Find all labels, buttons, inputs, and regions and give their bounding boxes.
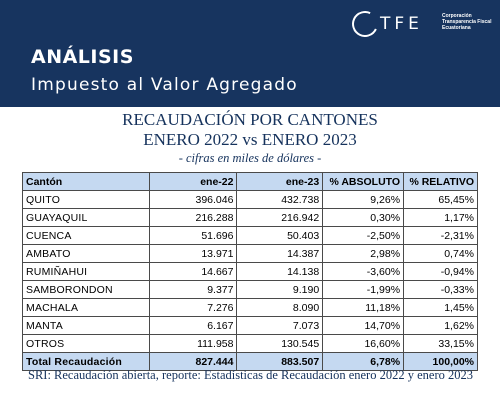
table-cell: 11,18% xyxy=(322,298,405,317)
logo: TFE Corporación Transparencia Fiscal Ecu… xyxy=(348,7,492,41)
table-cell: 1,17% xyxy=(403,208,478,227)
canton-name: AMBATO xyxy=(22,244,150,263)
canton-name: MACHALA xyxy=(22,298,150,317)
table-cell: 33,15% xyxy=(403,334,478,353)
table-cell: 1,62% xyxy=(403,316,478,335)
table-cell: -0,94% xyxy=(403,262,478,281)
table-cell: -0,33% xyxy=(403,280,478,299)
table-cell: 9.190 xyxy=(236,280,324,299)
table-cell: 7.276 xyxy=(148,298,238,317)
table-cell: 6.167 xyxy=(148,316,238,335)
total-label: Total Recaudación xyxy=(22,352,150,371)
table-cell: 883.507 xyxy=(236,352,324,371)
logo-word: TFE xyxy=(380,14,423,34)
table-cell: 432.738 xyxy=(236,190,324,209)
table-total-row: Total Recaudación 827.444 883.507 6,78% … xyxy=(22,352,478,371)
column-header: % ABSOLUTO xyxy=(322,172,405,191)
table-cell: 65,45% xyxy=(403,190,478,209)
table-cell: 9,26% xyxy=(322,190,405,209)
table-row: MACHALA 7.276 8.090 11,18% 1,45% xyxy=(22,298,478,317)
revenue-table: Cantón ene-22 ene-23 % ABSOLUTO % RELATI… xyxy=(22,172,478,371)
column-header: Cantón xyxy=(22,172,150,191)
canton-name: RUMIÑAHUI xyxy=(22,262,150,281)
table-cell: -2,31% xyxy=(403,226,478,245)
table-cell: 111.958 xyxy=(148,334,238,353)
table-row: GUAYAQUIL 216.288 216.942 0,30% 1,17% xyxy=(22,208,478,227)
table-cell: 9.377 xyxy=(148,280,238,299)
table-cell: 14,70% xyxy=(322,316,405,335)
table-cell: -2,50% xyxy=(322,226,405,245)
table-cell: 0,74% xyxy=(403,244,478,263)
table-cell: 216.942 xyxy=(236,208,324,227)
table-cell: -3,60% xyxy=(322,262,405,281)
canton-name: MANTA xyxy=(22,316,150,335)
table-cell: 14.387 xyxy=(236,244,324,263)
canton-name: QUITO xyxy=(22,190,150,209)
column-header: ene-22 xyxy=(148,172,238,191)
table-cell: 16,60% xyxy=(322,334,405,353)
table-cell: 14.667 xyxy=(148,262,238,281)
table-cell: 8.090 xyxy=(236,298,324,317)
table-cell: 13.971 xyxy=(148,244,238,263)
column-header: % RELATIVO xyxy=(403,172,478,191)
header-banner: ANÁLISIS Impuesto al Valor Agregado TFE … xyxy=(0,0,500,107)
report-units: - cifras en miles de dólares - xyxy=(178,151,322,165)
table-row: CUENCA 51.696 50.403 -2,50% -2,31% xyxy=(22,226,478,245)
table-cell: 130.545 xyxy=(236,334,324,353)
section-kicker: ANÁLISIS xyxy=(31,46,134,68)
section-subtitle: Impuesto al Valor Agregado xyxy=(31,75,298,95)
table-cell: 827.444 xyxy=(148,352,238,371)
table-row: OTROS 111.958 130.545 16,60% 33,15% xyxy=(22,334,478,353)
table-row: QUITO 396.046 432.738 9,26% 65,45% xyxy=(22,190,478,209)
canton-name: CUENCA xyxy=(22,226,150,245)
column-header: ene-23 xyxy=(236,172,324,191)
table-row: RUMIÑAHUI 14.667 14.138 -3,60% -0,94% xyxy=(22,262,478,281)
table-cell: 7.073 xyxy=(236,316,324,335)
table-cell: 50.403 xyxy=(236,226,324,245)
table-cell: 6,78% xyxy=(322,352,405,371)
logo-ring-icon xyxy=(348,7,382,41)
table-row: AMBATO 13.971 14.387 2,98% 0,74% xyxy=(22,244,478,263)
canton-name: SAMBORONDON xyxy=(22,280,150,299)
table-cell: 51.696 xyxy=(148,226,238,245)
table-cell: 2,98% xyxy=(322,244,405,263)
canton-name: GUAYAQUIL xyxy=(22,208,150,227)
report-period: ENERO 2022 vs ENERO 2023 xyxy=(143,130,357,149)
canton-name: OTROS xyxy=(22,334,150,353)
table-row: SAMBORONDON 9.377 9.190 -1,99% -0,33% xyxy=(22,280,478,299)
table-cell: 396.046 xyxy=(148,190,238,209)
logo-tagline: Corporación Transparencia Fiscal Ecuator… xyxy=(442,13,492,31)
table-cell: -1,99% xyxy=(322,280,405,299)
table-cell: 14.138 xyxy=(236,262,324,281)
table-row: MANTA 6.167 7.073 14,70% 1,62% xyxy=(22,316,478,335)
table-header-row: Cantón ene-22 ene-23 % ABSOLUTO % RELATI… xyxy=(22,172,478,191)
source-note: SRI: Recaudación abierta, reporte: Estad… xyxy=(28,368,473,382)
report-title: RECAUDACIÓN POR CANTONES xyxy=(122,110,378,129)
table-cell: 1,45% xyxy=(403,298,478,317)
table-cell: 0,30% xyxy=(322,208,405,227)
table-cell: 216.288 xyxy=(148,208,238,227)
table-cell: 100,00% xyxy=(403,352,478,371)
